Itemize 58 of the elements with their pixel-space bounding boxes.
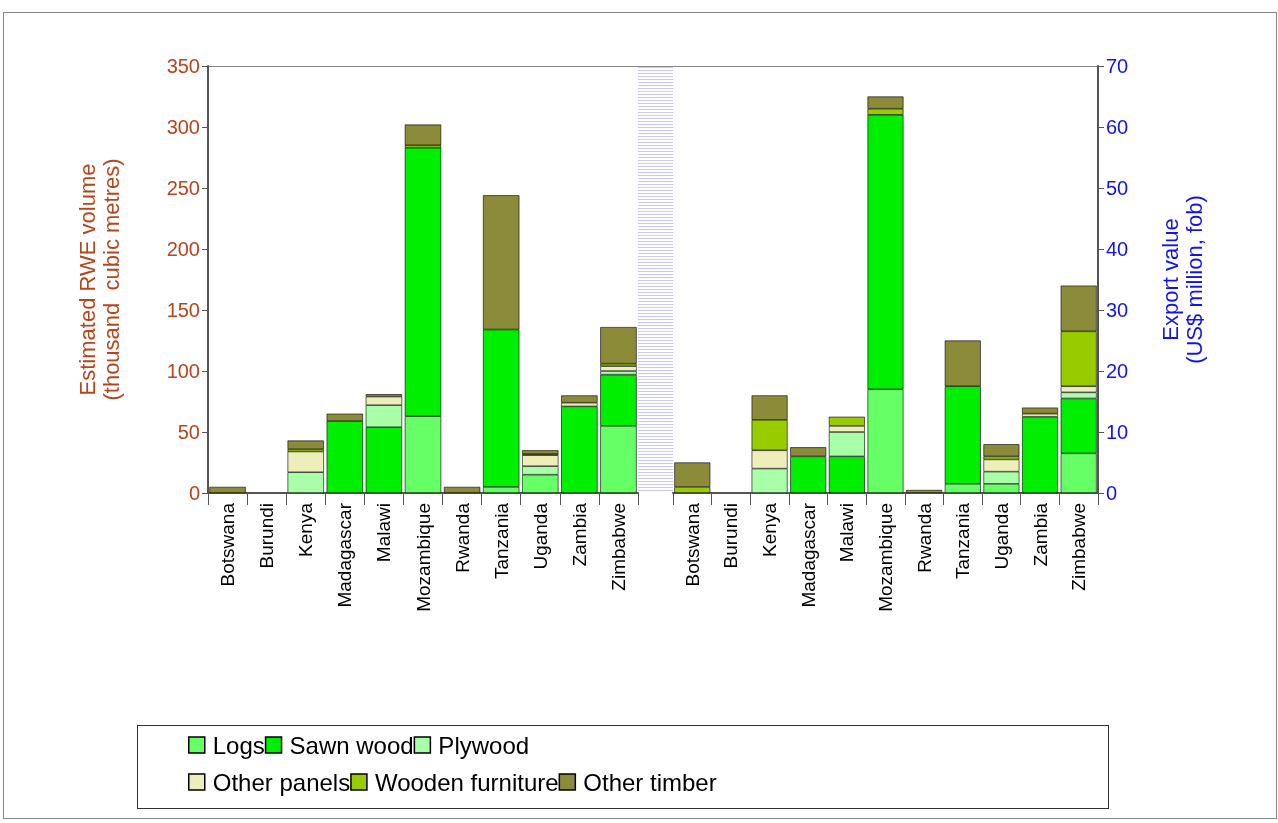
x-tick-label: Rwanda [913,502,935,573]
bar [906,489,943,493]
bar [443,486,481,493]
x-tick-label: Zimbabwe [1068,503,1090,591]
y2-tick-label: 70 [1106,55,1129,77]
bar [561,395,598,403]
y-tick-label: 350 [166,55,200,77]
x-tick-label: Kenya [759,502,781,557]
x-tick-label: Zambia [568,502,590,567]
y2-tick-label: 20 [1106,360,1129,382]
y2-tick-label: 60 [1106,116,1129,138]
y-tick-label: 250 [166,177,200,199]
x-tick-label: Tanzania [952,502,974,580]
y2-tick-label: 50 [1106,177,1129,199]
legend-label: Other panels [212,768,351,796]
bar [600,366,637,371]
y-tick-label: 0 [188,482,200,504]
x-tick-label: Zambia [1029,502,1051,567]
legend-label: Plywood [438,731,530,759]
bar [209,486,246,493]
x-tick-label: Uganda [529,502,551,570]
x-tick-label: Mozambique [875,503,896,612]
legend-label: Other timber [583,768,717,796]
y-axis-title: Estimated RWE volume (thousand cubic metres) [74,158,124,401]
legend-label: Wooden furniture [374,768,559,796]
x-tick-label: Malawi [836,503,858,563]
x-tick-label: Mozambique [412,503,434,612]
x-tick-label: Zimbabwe [607,503,629,591]
x-tick-label: Botswana [217,502,239,587]
bar [404,124,442,146]
y-tick-label: 200 [166,238,200,260]
x-tick-label: Kenya [295,502,317,557]
legend-label: Logs [212,731,265,759]
y-tick-label: 100 [166,360,200,382]
y2-tick-label: 0 [1106,482,1118,504]
x-tick-label: Tanzania [490,502,512,580]
bar [983,444,1020,457]
bar [1022,416,1059,493]
legend-label: Sawn wood [289,731,414,759]
y2-tick-label: 40 [1106,238,1129,260]
y-tick-label: 150 [166,299,200,321]
bar [1022,407,1059,414]
x-tick-label: Madagascar [334,502,356,608]
x-tick-label: Burundi [256,503,278,569]
x-tick-label: Madagascar [797,502,819,608]
x-tick-label: Rwanda [451,502,473,573]
x-tick-label: Malawi [373,503,395,563]
bar [561,406,598,493]
x-tick-label: Uganda [990,502,1012,570]
x-tick-label: Botswana [681,502,703,587]
x-tick-label: Burundi [720,503,742,569]
bar [600,327,637,364]
y2-axis-title: Export value (US$ million, fob) [1157,195,1207,364]
y-tick-label: 300 [166,116,200,138]
y-tick-label: 50 [177,421,200,443]
bar [287,440,324,450]
y2-tick-label: 10 [1106,421,1129,443]
y2-tick-label: 30 [1106,299,1129,321]
